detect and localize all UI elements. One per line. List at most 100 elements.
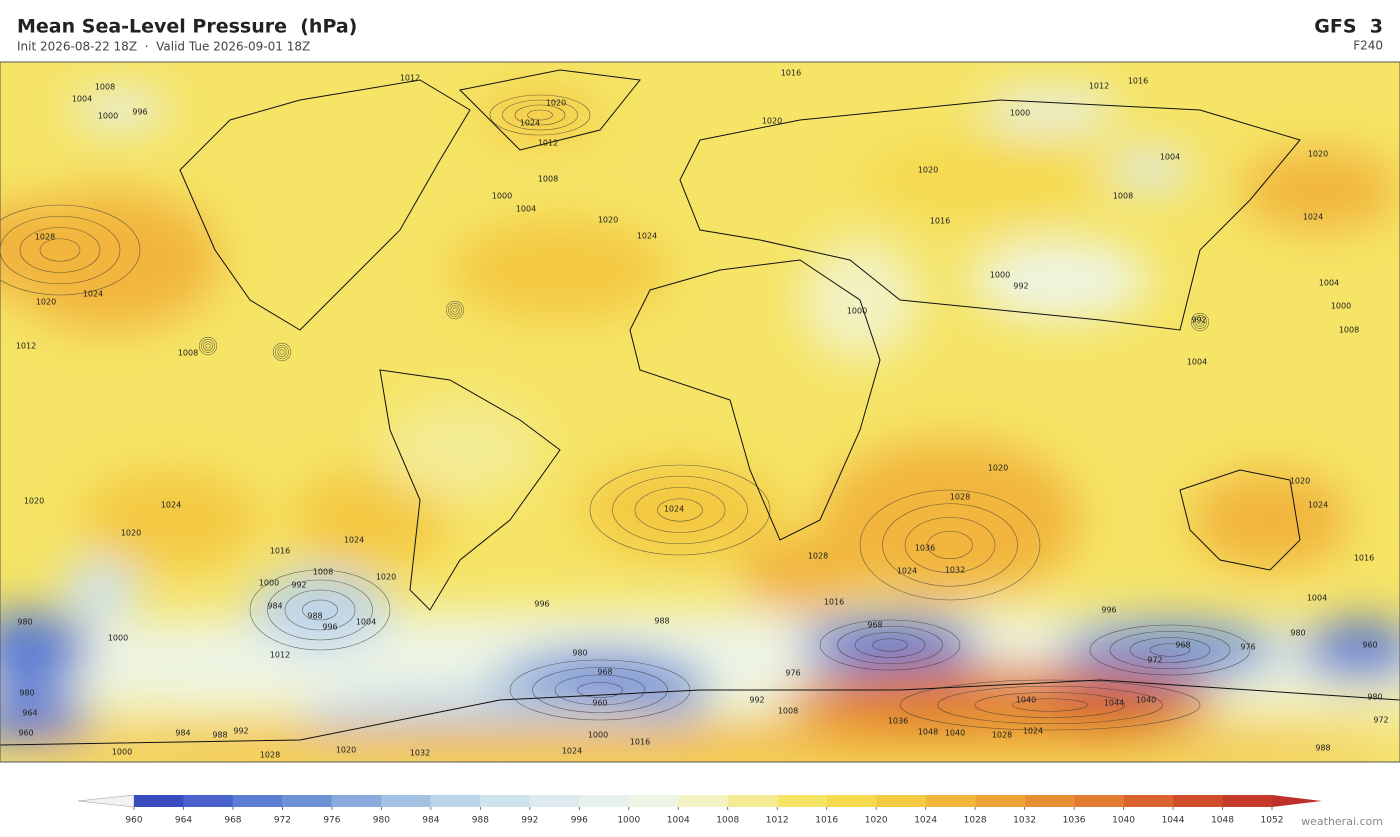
colorbar-tick-label: 1000 — [617, 816, 640, 826]
colorbar: 960 964 968 972 976 980 984 988 992 996 1000 1004 10… — [77, 794, 1322, 826]
colorbar-tick-label: 1004 — [667, 816, 690, 826]
contour-label: 1008 — [178, 349, 198, 358]
contour-label: 1016 — [781, 69, 801, 78]
isobar — [302, 599, 338, 621]
contour-label: 984 — [175, 729, 190, 738]
contour-label: 1048 — [918, 728, 938, 737]
colorbar-segment — [331, 795, 382, 807]
isobar — [937, 685, 1163, 725]
colorbar-segment — [232, 795, 283, 807]
coastlines — [0, 69, 1400, 746]
colorbar-tick-label: 1016 — [815, 816, 838, 826]
contour-label: 1016 — [630, 738, 650, 747]
colorbar-segment — [1222, 795, 1272, 807]
isobar — [657, 498, 703, 522]
contour-label: 996 — [1101, 606, 1116, 615]
isobar — [577, 682, 623, 698]
isobar — [0, 215, 121, 285]
isobar — [859, 489, 1041, 601]
contour-label: 1024 — [1023, 727, 1043, 736]
pressure-area — [740, 535, 860, 615]
colorbar-segment — [430, 795, 481, 807]
contour-label: 1008 — [1113, 192, 1133, 201]
pressure-area — [1060, 620, 1280, 680]
isobar — [1089, 624, 1251, 676]
colorbar-tick-label: 972 — [274, 816, 291, 826]
isobar — [612, 475, 748, 545]
contour-label: 976 — [785, 669, 800, 678]
contour-label: 960 — [592, 699, 607, 708]
pressure-area — [820, 440, 1080, 600]
isobar — [527, 109, 553, 121]
pressure-area — [70, 92, 170, 128]
contour-label: 980 — [1367, 693, 1382, 702]
isobar — [502, 99, 578, 131]
colorbar-extend-high — [1272, 795, 1322, 807]
contour-label: 980 — [17, 618, 32, 627]
contour-label: 1004 — [1160, 153, 1180, 162]
isobar — [201, 339, 215, 353]
colorbar-segment — [1123, 795, 1174, 807]
pressure-area — [0, 725, 1400, 762]
contour-label: 1044 — [1104, 699, 1124, 708]
colorbar-tick-label: 1028 — [964, 816, 987, 826]
contour-label: 1020 — [1290, 477, 1310, 486]
contour-label: 1020 — [762, 117, 782, 126]
contour-label: 1024 — [520, 119, 540, 128]
lead-time: F240 — [1353, 39, 1383, 53]
pressure-area — [970, 240, 1150, 320]
isobar — [284, 589, 356, 631]
contour-label: 992 — [1191, 316, 1206, 325]
contour-label: 976 — [1240, 643, 1255, 652]
contour-label: 1040 — [1016, 696, 1036, 705]
contour-label: 988 — [1315, 744, 1330, 753]
contour-label: 1040 — [945, 729, 965, 738]
colorbar-tick-label: 1040 — [1112, 816, 1135, 826]
contour-label: 1024 — [664, 505, 684, 514]
pressure-area — [0, 690, 90, 750]
colorbar-segment — [975, 795, 1025, 807]
pressure-area — [60, 560, 140, 620]
colorbar-tick-label: 1012 — [766, 816, 789, 826]
contour-label: 972 — [1373, 716, 1388, 725]
isobar — [489, 94, 591, 136]
colorbar-tick-label: 968 — [224, 816, 241, 826]
colorbar-tick-label: 976 — [323, 816, 340, 826]
contour-label: 1016 — [824, 598, 844, 607]
colorbar-segment — [678, 795, 728, 807]
isobar — [514, 104, 566, 126]
pressure-area — [0, 610, 90, 690]
contour-label: 1000 — [990, 271, 1010, 280]
contour-label: 1040 — [1136, 696, 1156, 705]
contour-label: 1000 — [1331, 302, 1351, 311]
contour-label: 1000 — [588, 731, 608, 740]
colorbar-tick-label: 1048 — [1211, 816, 1234, 826]
isobar — [1109, 630, 1231, 670]
isobar — [277, 347, 287, 357]
isobar — [1193, 315, 1207, 329]
colorbar-segment — [826, 795, 877, 807]
isobar — [1012, 698, 1088, 712]
colorbar-tick-label: 1044 — [1162, 816, 1185, 826]
colorbar-tick-label: 1052 — [1261, 816, 1284, 826]
contour-label: 1024 — [161, 501, 181, 510]
pressure-area — [380, 400, 540, 500]
colorbar-tick-label: 988 — [472, 816, 489, 826]
pressure-area — [1110, 150, 1190, 190]
pressure-area — [1300, 620, 1400, 680]
contour-label: 1036 — [888, 717, 908, 726]
contour-label: 1016 — [270, 547, 290, 556]
pressure-area — [1190, 470, 1350, 570]
contour-label: 1012 — [400, 74, 420, 83]
contour-label: 1028 — [260, 751, 280, 760]
colorbar-segment — [727, 795, 778, 807]
isobar — [272, 342, 292, 362]
contour-label: 1016 — [1128, 77, 1148, 86]
contour-label: 1020 — [376, 573, 396, 582]
colorbar-segment — [134, 795, 184, 807]
isobar — [1197, 319, 1203, 325]
contour-label: 984 — [267, 602, 282, 611]
watermark: weatherai.com — [1301, 815, 1383, 828]
colorbar-tick-label: 1024 — [914, 816, 937, 826]
